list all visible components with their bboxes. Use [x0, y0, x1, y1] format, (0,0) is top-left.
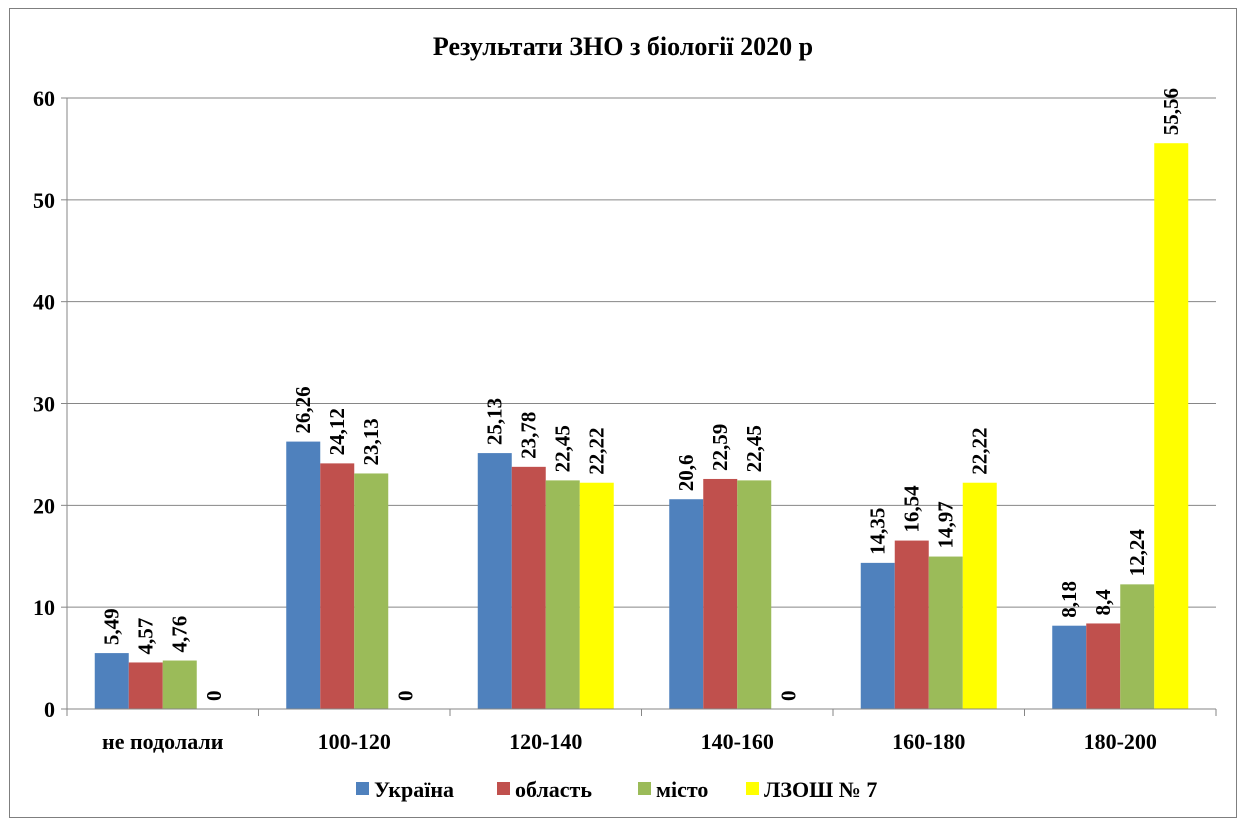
legend-label: місто: [656, 777, 708, 802]
legend-label: Україна: [374, 777, 454, 802]
legend-swatch: [356, 782, 369, 795]
bar-лзош-№-7-5: [1154, 143, 1189, 710]
data-label: 0: [776, 691, 800, 702]
data-label: 55,56: [1159, 88, 1183, 135]
data-label: 12,24: [1125, 529, 1149, 577]
data-label: 22,59: [708, 424, 732, 471]
bar-місто-4: [928, 556, 963, 709]
bar-україна-5: [1052, 625, 1087, 709]
bar-область-4: [894, 540, 929, 709]
bars: [94, 143, 1189, 710]
data-label: 24,12: [325, 408, 349, 455]
bar-місто-2: [545, 480, 580, 709]
axes: 0 10 20 30 40 50 60 не подолали 100-120 120-140 14…: [33, 86, 1217, 754]
data-label: 20,6: [674, 454, 698, 491]
data-label: 8,18: [1057, 581, 1081, 618]
bar-місто-3: [737, 480, 772, 709]
bar-лзош-№-7-2: [579, 482, 614, 709]
y-tick-label: 40: [33, 290, 55, 315]
gridlines: [67, 97, 1216, 608]
legend-swatch: [497, 782, 510, 795]
bar-україна-3: [669, 499, 704, 709]
x-tick-label: 160-180: [892, 729, 965, 754]
data-label: 14,97: [934, 501, 958, 548]
data-label: 22,45: [742, 425, 766, 472]
bar-лзош-№-7-4: [962, 482, 997, 709]
data-labels: 5,49 26,26 25,13 20,6 14,35 8,18 4,57 24,12 23,7…: [100, 88, 1184, 701]
bar-область-0: [128, 662, 163, 709]
bar-україна-2: [477, 453, 512, 709]
legend-label: область: [515, 777, 592, 802]
y-tick-label: 30: [33, 392, 55, 417]
data-label: 23,13: [359, 418, 383, 465]
data-label: 23,78: [517, 412, 541, 459]
legend-swatch: [746, 782, 759, 795]
x-tick-label: 140-160: [701, 729, 774, 754]
legend: Україна область місто ЛЗОШ № 7: [356, 777, 877, 802]
data-label: 14,35: [866, 508, 890, 555]
data-label: 0: [393, 691, 417, 702]
y-tick-label: 20: [33, 493, 55, 518]
data-label: 26,26: [291, 386, 315, 433]
x-tick-label: 120-140: [509, 729, 582, 754]
y-tick-label: 10: [33, 595, 55, 620]
data-label: 25,13: [483, 398, 507, 445]
data-label: 8,4: [1091, 589, 1115, 616]
bar-місто-1: [354, 473, 389, 709]
y-tick-label: 60: [33, 86, 55, 111]
data-label: 22,45: [551, 425, 575, 472]
bar-область-3: [703, 478, 738, 709]
y-tick-label: 50: [33, 188, 55, 213]
data-label: 0: [202, 691, 226, 702]
bar-україна-0: [94, 653, 129, 709]
chart-title: Результати ЗНО з біології 2020 р: [432, 32, 814, 61]
bar-область-1: [320, 463, 355, 709]
legend-label: ЛЗОШ № 7: [764, 777, 877, 802]
x-tick-label: 180-200: [1084, 729, 1157, 754]
chart-frame: [9, 8, 1237, 818]
x-tick-label: 100-120: [318, 729, 391, 754]
bar-область-5: [1086, 623, 1121, 709]
bar-область-2: [511, 466, 546, 709]
data-label: 22,22: [968, 427, 992, 474]
legend-swatch: [638, 782, 651, 795]
data-label: 22,22: [585, 427, 609, 474]
data-label: 4,57: [134, 618, 158, 655]
x-tick-label: не подолали: [102, 729, 224, 754]
data-label: 16,54: [900, 485, 924, 533]
bar-україна-1: [286, 441, 321, 709]
y-tick-label: 0: [44, 697, 55, 722]
bar-україна-4: [860, 562, 895, 709]
bar-місто-5: [1120, 584, 1155, 709]
bar-місто-0: [162, 660, 197, 709]
data-label: 5,49: [100, 608, 124, 645]
data-label: 4,76: [168, 616, 192, 653]
